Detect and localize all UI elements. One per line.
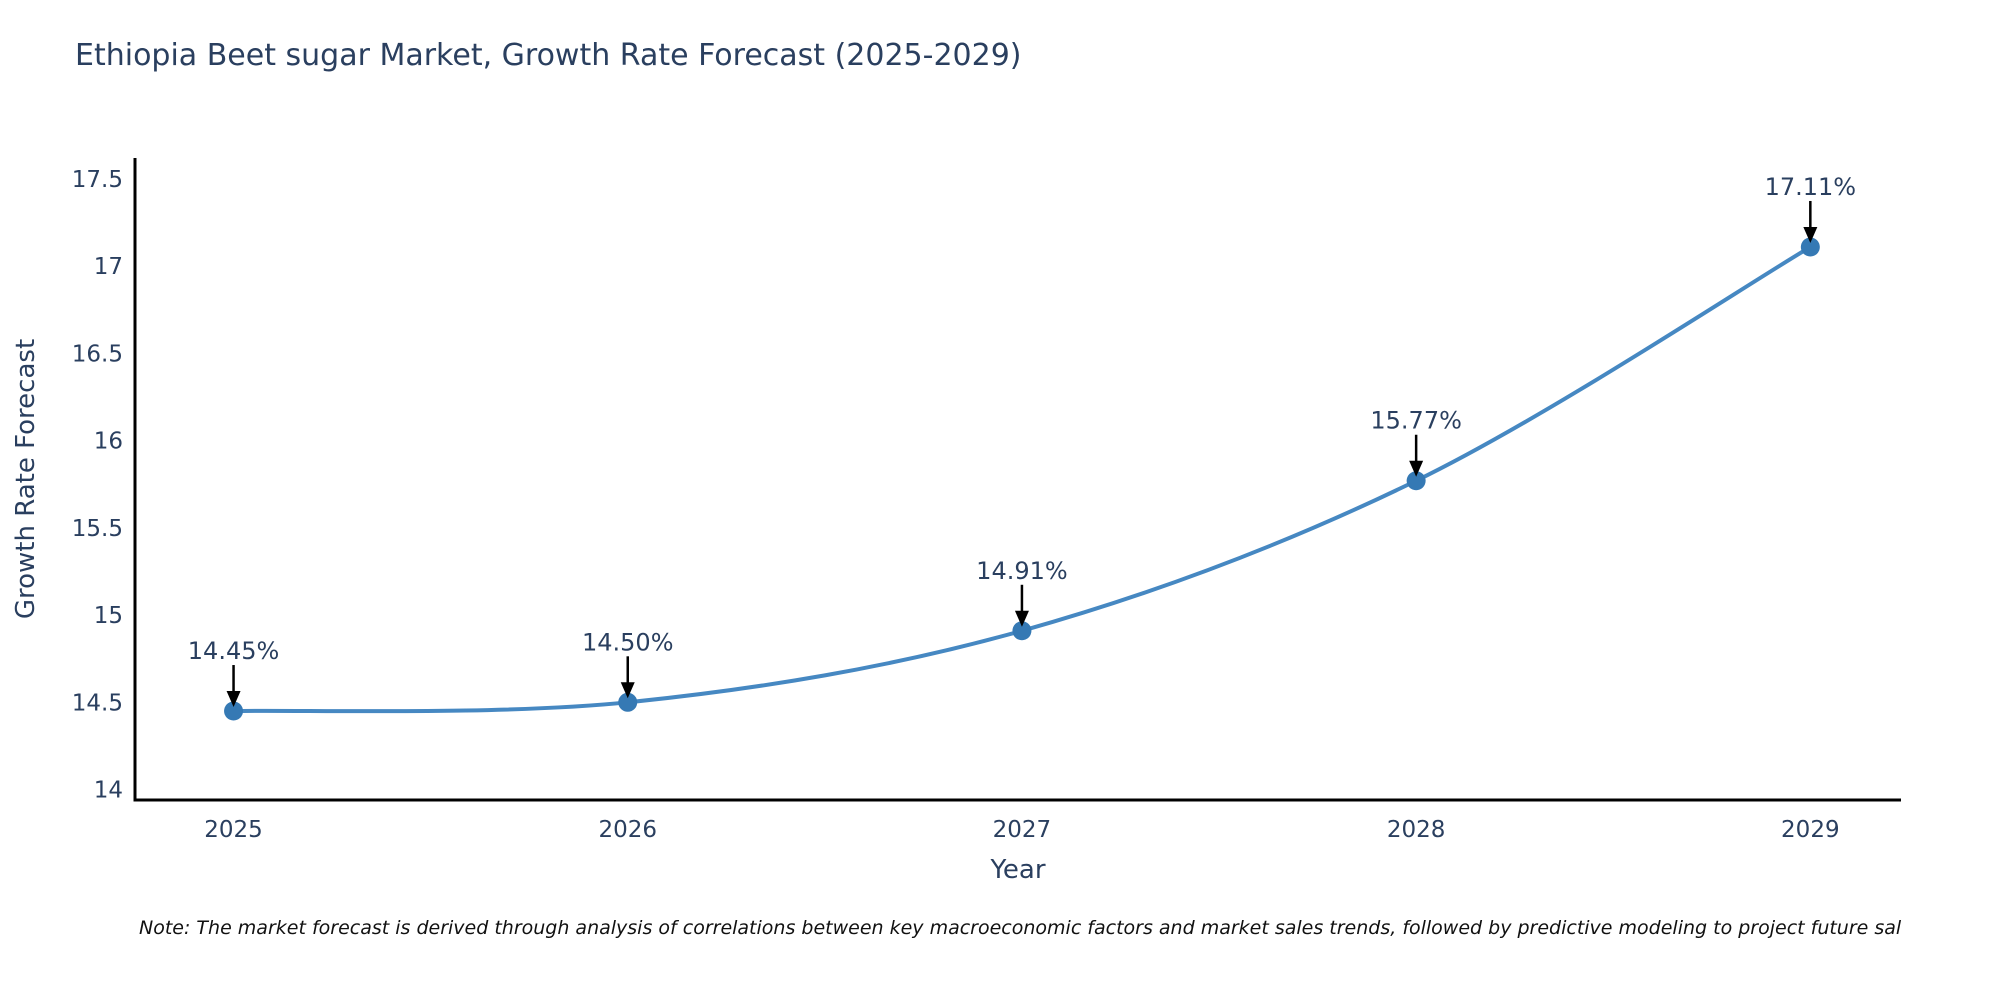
annotation-arrowhead-icon xyxy=(1014,610,1029,627)
annotation-arrowhead-icon xyxy=(1803,226,1818,243)
footnote: Note: The market forecast is derived thr… xyxy=(139,917,1902,939)
y-tick-label: 17.5 xyxy=(72,167,123,193)
x-axis-title: Year xyxy=(990,855,1046,885)
x-tick-label: 2029 xyxy=(1781,817,1840,843)
y-tick-label: 14.5 xyxy=(72,690,123,716)
annotation-label: 17.11% xyxy=(1765,173,1857,201)
data-point-2029[interactable] xyxy=(1800,237,1820,257)
data-point-2026[interactable] xyxy=(618,692,638,712)
annotation-label: 14.91% xyxy=(976,557,1068,585)
annotation-arrowhead-icon xyxy=(226,691,241,708)
data-point-2028[interactable] xyxy=(1406,471,1426,491)
x-tick-label: 2025 xyxy=(204,817,263,843)
x-tick-label: 2027 xyxy=(993,817,1052,843)
y-tick-label: 15.5 xyxy=(72,516,123,542)
annotation-label: 14.50% xyxy=(582,628,674,656)
y-tick-label: 17 xyxy=(94,254,123,280)
annotation-arrowhead-icon xyxy=(1409,460,1424,477)
data-point-2025[interactable] xyxy=(224,701,244,721)
annotation-label: 15.77% xyxy=(1370,407,1462,435)
y-tick-label: 15 xyxy=(94,603,123,629)
y-tick-label: 16 xyxy=(94,429,123,455)
y-tick-label: 16.5 xyxy=(72,341,123,367)
annotation-label: 14.45% xyxy=(188,637,280,665)
series-line xyxy=(231,244,1813,714)
annotation-arrowhead-icon xyxy=(620,682,635,699)
x-tick-label: 2026 xyxy=(598,817,657,843)
chart-title: Ethiopia Beet sugar Market, Growth Rate … xyxy=(75,38,1022,73)
data-point-2027[interactable] xyxy=(1012,621,1032,641)
y-tick-label: 14 xyxy=(94,778,123,804)
x-tick-label: 2028 xyxy=(1387,817,1446,843)
